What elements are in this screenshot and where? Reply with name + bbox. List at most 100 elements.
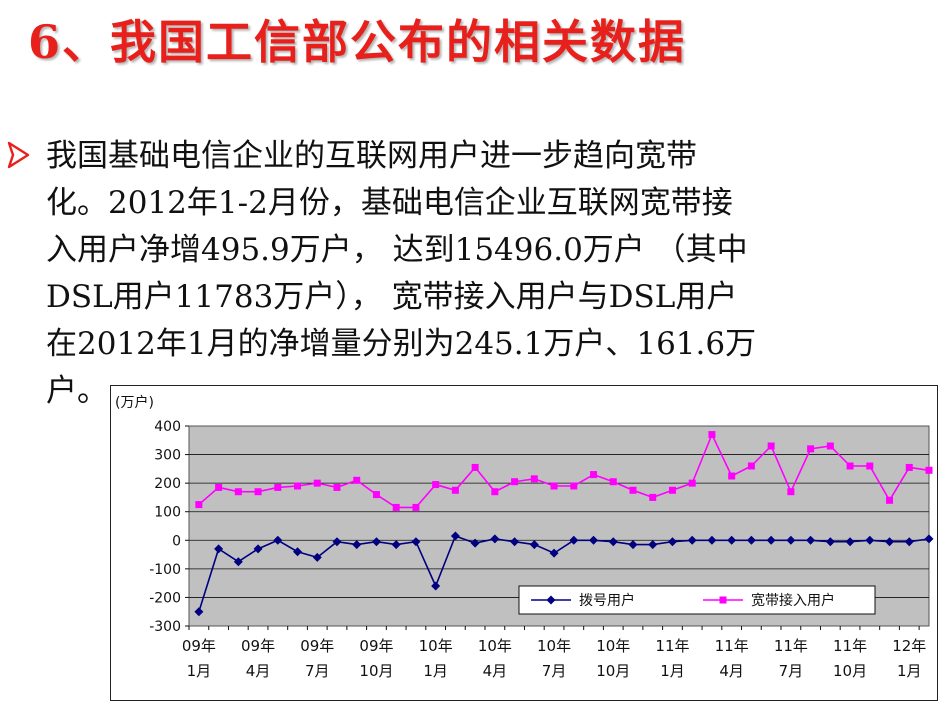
- data-point: [411, 537, 421, 547]
- data-point: [294, 482, 302, 490]
- data-point: [886, 496, 894, 504]
- x-tick-label: 1月: [897, 662, 922, 680]
- bullet-line: 化。2012年1-2月份，基础电信企业互联网宽带接: [46, 185, 733, 221]
- data-point: [767, 442, 775, 450]
- data-point: [274, 483, 282, 491]
- data-point: [529, 540, 539, 550]
- data-point: [511, 478, 519, 486]
- data-point: [194, 607, 204, 617]
- x-tick-label: 11年: [715, 637, 749, 655]
- data-point: [530, 475, 538, 483]
- data-point: [846, 462, 854, 470]
- data-point: [471, 463, 479, 471]
- data-point: [766, 535, 776, 545]
- x-tick-label: 11年: [655, 637, 689, 655]
- legend-label: 拨号用户: [579, 592, 635, 609]
- data-point: [668, 486, 676, 494]
- y-tick-label: 0: [172, 533, 181, 549]
- data-point: [490, 534, 500, 544]
- x-tick-label: 09年: [359, 637, 393, 655]
- data-point: [845, 537, 855, 547]
- data-point: [214, 544, 224, 554]
- data-point: [608, 537, 618, 547]
- bullet-line: 户。: [46, 373, 108, 409]
- x-tick-label: 12年: [892, 637, 926, 655]
- y-tick-label: -200: [149, 590, 181, 606]
- data-point: [470, 538, 480, 548]
- x-tick-label: 10年: [596, 637, 630, 655]
- data-point: [253, 544, 263, 554]
- bullet-line: 在2012年1月的净增量分别为245.1万户、161.6万: [46, 326, 757, 362]
- data-point: [728, 472, 736, 480]
- data-point: [746, 535, 756, 545]
- data-point: [649, 493, 657, 501]
- y-axis-label: (万户): [115, 394, 154, 411]
- bullet-paragraph: 我国基础电信企业的互联网用户进一步趋向宽带 化。2012年1-2月份，基础电信企…: [46, 133, 906, 415]
- legend-label: 宽带接入用户: [751, 592, 835, 609]
- data-point: [233, 557, 243, 567]
- data-point: [727, 535, 737, 545]
- bullet-line: 入用户净增495.9万户， 达到15496.0万户 （其中: [46, 232, 748, 268]
- x-tick-label: 09年: [182, 637, 216, 655]
- data-point: [786, 535, 796, 545]
- x-tick-label: 09年: [241, 637, 275, 655]
- legend-marker: [546, 595, 556, 605]
- bullet-arrow-icon: [7, 141, 30, 169]
- data-point: [825, 537, 835, 547]
- x-tick-label: 10月: [359, 662, 393, 680]
- x-tick-label: 10年: [419, 637, 453, 655]
- data-point: [687, 535, 697, 545]
- data-point: [826, 442, 834, 450]
- data-point: [371, 537, 381, 547]
- data-point: [550, 482, 558, 490]
- data-point: [332, 537, 342, 547]
- data-point: [806, 535, 816, 545]
- data-point: [866, 462, 874, 470]
- data-point: [333, 483, 341, 491]
- x-tick-label: 7月: [542, 662, 567, 680]
- data-point: [391, 540, 401, 550]
- x-tick-label: 4月: [719, 662, 744, 680]
- data-point: [412, 503, 420, 511]
- x-tick-label: 7月: [779, 662, 804, 680]
- y-tick-label: 200: [154, 476, 181, 492]
- x-tick-label: 1月: [187, 662, 212, 680]
- data-point: [905, 463, 913, 471]
- x-tick-label: 11年: [833, 637, 867, 655]
- x-tick-label: 1月: [423, 662, 448, 680]
- data-point: [747, 462, 755, 470]
- data-point: [312, 552, 322, 562]
- data-point: [569, 535, 579, 545]
- bullet-line: 我国基础电信企业的互联网用户进一步趋向宽带: [46, 138, 697, 174]
- data-point: [293, 547, 303, 557]
- data-point: [590, 471, 598, 479]
- data-point: [904, 537, 914, 547]
- x-tick-label: 10年: [537, 637, 571, 655]
- data-point: [688, 479, 696, 487]
- y-tick-label: -300: [149, 619, 181, 635]
- x-tick-label: 4月: [246, 662, 271, 680]
- data-point: [628, 540, 638, 550]
- page-title: 6、我国工信部公布的相关数据: [28, 15, 687, 69]
- legend-marker: [719, 596, 727, 604]
- y-tick-label: 300: [154, 448, 181, 464]
- data-point: [865, 535, 875, 545]
- data-point: [629, 486, 637, 494]
- x-tick-label: 10月: [833, 662, 867, 680]
- data-point: [431, 581, 441, 591]
- legend-box: [518, 585, 876, 615]
- line-chart: 400 300 200 100 0 -100 -200 -300 (万户) 09年 1月 09年 4月 0…: [115, 394, 934, 680]
- data-point: [885, 537, 895, 547]
- data-point: [925, 466, 933, 474]
- x-tick-label: 11年: [774, 637, 808, 655]
- data-point: [195, 501, 203, 509]
- data-point: [589, 535, 599, 545]
- data-point: [254, 488, 262, 496]
- data-point: [352, 540, 362, 550]
- x-tick-label: 4月: [483, 662, 508, 680]
- data-point: [353, 476, 361, 484]
- data-point: [924, 534, 934, 544]
- data-point: [549, 548, 559, 558]
- y-tick-label: -100: [149, 562, 181, 578]
- data-point: [313, 479, 321, 487]
